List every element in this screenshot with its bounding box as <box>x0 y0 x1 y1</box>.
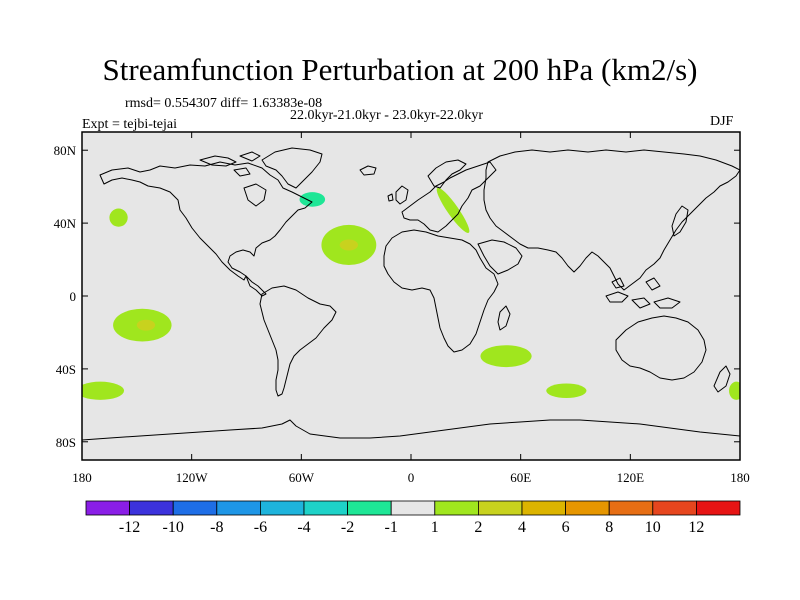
colorbar-swatch <box>390 500 436 516</box>
coast-hudson-bay <box>243 183 267 207</box>
colorbar-label: -1 <box>385 519 398 536</box>
colorbar-label: -12 <box>119 519 140 536</box>
x-tick-label: 180 <box>72 470 92 485</box>
x-tick-label: 180 <box>730 470 750 485</box>
map-background <box>82 132 740 460</box>
anomaly-central-atlantic-core <box>339 239 358 251</box>
colorbar-swatch <box>565 500 610 516</box>
colorbar-swatch <box>652 500 697 516</box>
coast-antarctica <box>82 419 740 441</box>
colorbar-label: 1 <box>431 519 439 536</box>
colorbar-swatch <box>521 500 566 516</box>
experiment-text: Expt = tejbi-tejai <box>82 117 177 132</box>
colorbar-label: 2 <box>474 519 482 536</box>
figure-title: Streamfunction Perturbation at 200 hPa (… <box>102 52 698 87</box>
colorbar-label: -6 <box>254 519 267 536</box>
coast-south-america <box>259 285 337 397</box>
anomaly-southern-pacific-east-positive <box>82 381 125 400</box>
anomaly-north-pacific-negative <box>129 215 170 242</box>
coast-new-zealand <box>713 365 731 393</box>
colorbar: -12 -10 -8 -6 -4 -2 -1 1 2 4 6 8 10 12 <box>85 500 741 536</box>
x-tick-label: 0 <box>408 470 415 485</box>
y-tick-label: 0 <box>70 289 77 304</box>
stats-text: rmsd= 0.554307 diff= 1.63383e-08 <box>125 96 323 111</box>
colorbar-label: 10 <box>645 519 661 536</box>
period-text: 22.0kyr-21.0kyr - 23.0kyr-22.0kyr <box>290 108 484 123</box>
colorbar-label: 4 <box>518 519 526 536</box>
coast-asia <box>483 149 740 291</box>
x-tick-label: 60E <box>510 470 531 485</box>
colorbar-swatch <box>434 500 479 516</box>
anomaly-tropical-pacific-negative <box>129 268 148 287</box>
colorbar-swatch <box>347 500 392 516</box>
x-tick-label: 120E <box>617 470 645 485</box>
anomaly-southern-east-edge-positive <box>729 381 740 400</box>
colorbar-label: 8 <box>605 519 613 536</box>
coast-japan <box>671 205 689 237</box>
colorbar-swatch <box>259 500 305 516</box>
anomaly-south-pacific-core <box>136 319 156 331</box>
colorbar-label: -4 <box>297 519 310 536</box>
coastlines <box>82 147 740 441</box>
coast-scandinavia <box>427 159 467 189</box>
colorbar-swatch <box>608 500 654 516</box>
coast-australia <box>615 315 707 381</box>
y-tick-label: 40N <box>54 216 77 231</box>
season-text: DJF <box>710 114 734 129</box>
colorbar-swatch <box>477 500 523 516</box>
coast-arabia <box>477 239 523 275</box>
coast-arctic-islands <box>199 151 261 177</box>
colorbar-swatch <box>303 500 348 516</box>
coast-central-america <box>245 275 267 297</box>
coast-europe <box>401 161 497 233</box>
coast-madagascar <box>497 305 511 331</box>
coast-north-america <box>99 161 313 281</box>
y-tick-label: 80N <box>54 143 77 158</box>
y-tick-label: 40S <box>56 362 76 377</box>
anomaly-southern-ocean-positive <box>546 383 587 399</box>
colorbar-swatch <box>85 500 130 516</box>
anomaly-layer <box>82 179 740 400</box>
anomaly-mediterranean-positive <box>436 187 470 233</box>
colorbar-swatch <box>129 500 174 516</box>
anomaly-south-pacific-west-negative <box>82 345 119 357</box>
colorbar-swatch <box>696 500 741 516</box>
coast-africa <box>383 229 499 353</box>
anomaly-north-atlantic-core <box>299 192 326 207</box>
colorbar-label: -2 <box>341 519 354 536</box>
colorbar-label: -10 <box>163 519 184 536</box>
map-axes: 180 120W 60W 0 60E 120E 180 80N 40N 0 40S 80S <box>54 132 750 485</box>
coast-greenland <box>261 147 323 189</box>
colorbar-label: -8 <box>210 519 223 536</box>
colorbar-swatch <box>172 500 218 516</box>
y-tick-label: 80S <box>56 435 76 450</box>
coast-se-asia-islands <box>605 277 681 309</box>
colorbar-swatch <box>216 500 261 516</box>
anomaly-south-indian-positive <box>480 345 532 368</box>
x-tick-label: 120W <box>176 470 209 485</box>
coast-british-isles <box>387 185 409 205</box>
colorbar-label: 6 <box>562 519 570 536</box>
anomaly-south-atlantic-negative <box>348 314 357 322</box>
coast-iceland <box>359 165 377 176</box>
anomaly-middle-east-negative <box>484 235 521 258</box>
colorbar-label: 12 <box>688 519 704 536</box>
x-tick-label: 60W <box>289 470 315 485</box>
anomaly-west-pacific-positive <box>109 208 128 227</box>
